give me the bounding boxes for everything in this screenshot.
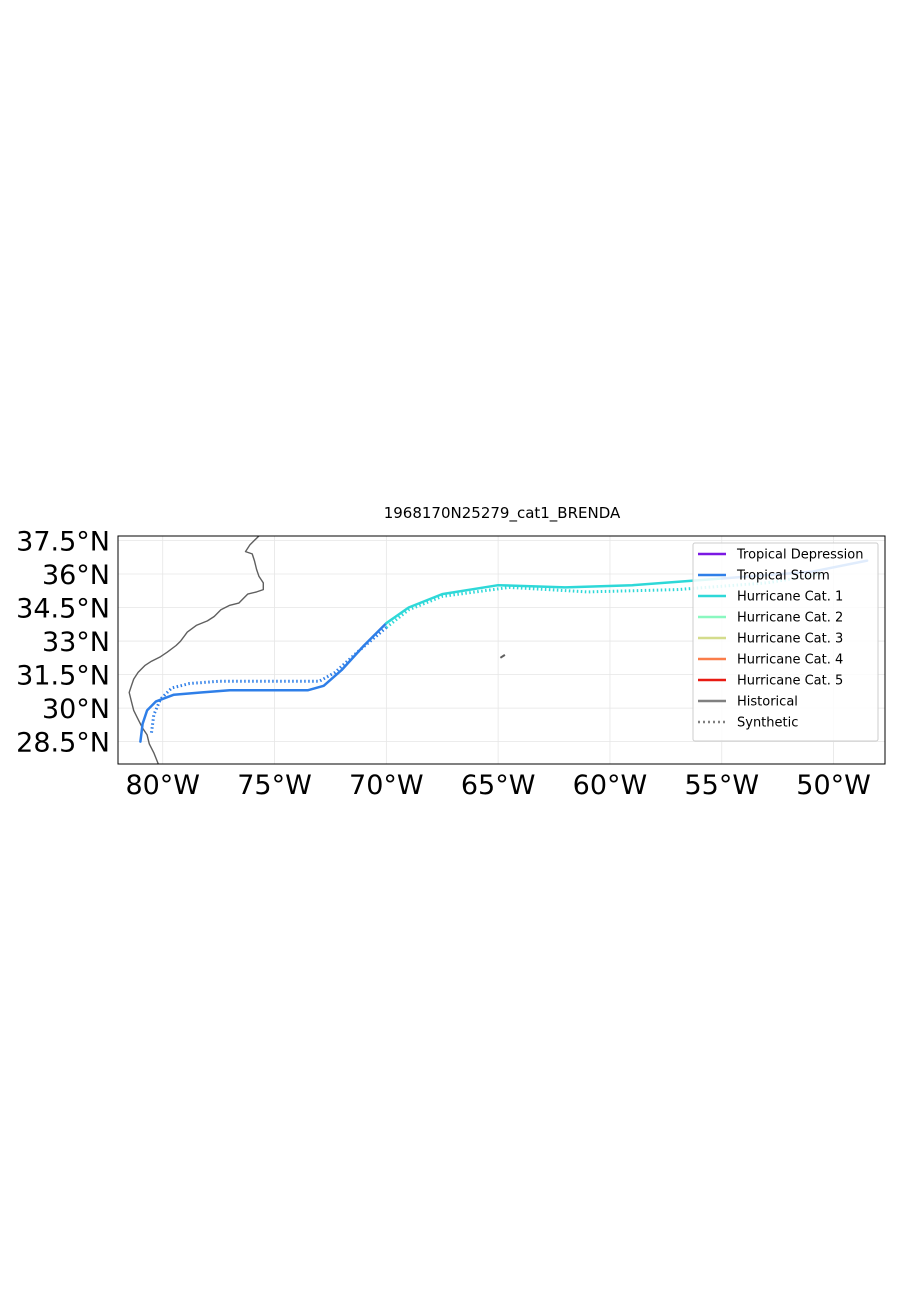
legend-label: Hurricane Cat. 5	[737, 674, 843, 689]
legend-label: Hurricane Cat. 4	[737, 653, 843, 668]
legend-label: Synthetic	[737, 716, 798, 731]
x-tick-label: 75°W	[237, 770, 312, 801]
y-tick-label: 33°N	[42, 627, 110, 658]
map-title: 1968170N25279_cat1_BRENDA	[384, 504, 621, 523]
synthetic-track-segment	[150, 626, 388, 733]
historical-track-segment	[385, 577, 724, 625]
y-tick-label: 37.5°N	[16, 526, 110, 557]
x-tick-labels: 80°W 75°W 70°W 65°W 60°W 55°W 50°W	[125, 770, 870, 801]
legend: Tropical Depression Tropical Storm Hurrica…	[692, 542, 879, 742]
x-tick-label: 80°W	[125, 770, 200, 801]
legend-label: Tropical Storm	[736, 569, 830, 584]
legend-label: Hurricane Cat. 2	[737, 611, 843, 626]
y-tick-label: 31.5°N	[16, 661, 110, 692]
y-tick-label: 36°N	[42, 560, 110, 591]
x-tick-label: 70°W	[349, 770, 424, 801]
y-tick-label: 34.5°N	[16, 594, 110, 625]
legend-label: Historical	[737, 695, 798, 710]
legend-box	[692, 542, 879, 742]
historical-track-segment	[139, 621, 388, 743]
x-tick-label: 55°W	[684, 770, 759, 801]
legend-label: Hurricane Cat. 3	[737, 632, 843, 647]
coastline-path	[128, 536, 264, 764]
legend-label: Hurricane Cat. 1	[737, 590, 843, 605]
map-frame	[117, 535, 886, 765]
legend-label: Tropical Depression	[736, 548, 863, 563]
y-tick-label: 30°N	[42, 694, 110, 725]
island-bermuda	[499, 654, 506, 659]
y-tick-labels: 37.5°N36°N34.5°N33°N31.5°N30°N28.5°N	[16, 526, 110, 758]
x-tick-label: 50°W	[796, 770, 871, 801]
x-tick-label: 60°W	[573, 770, 648, 801]
y-tick-label: 28.5°N	[16, 728, 110, 759]
x-tick-label: 65°W	[461, 770, 536, 801]
coastline	[128, 536, 506, 764]
